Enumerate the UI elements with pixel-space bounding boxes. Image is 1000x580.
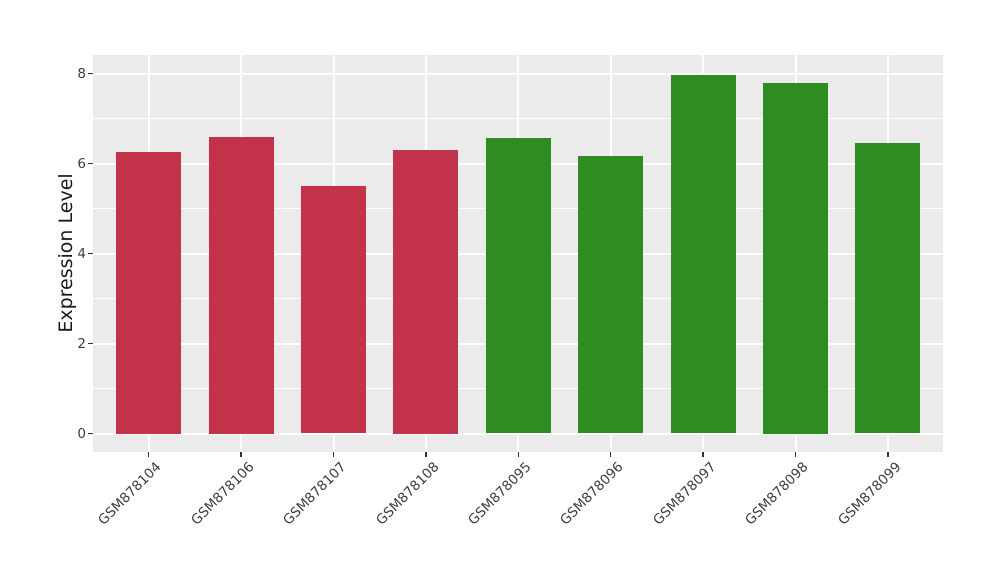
y-tick-mark xyxy=(87,432,93,435)
x-tick-label: GSM878097 xyxy=(649,459,720,529)
x-tick-label: GSM878096 xyxy=(557,459,628,529)
gridline-y-minor xyxy=(93,118,943,119)
x-tick-mark xyxy=(609,452,612,457)
bar-GSM878107 xyxy=(301,185,366,434)
bar-GSM878095 xyxy=(485,137,551,434)
x-tick-label: GSM878107 xyxy=(280,459,350,529)
y-tick-label: 0 xyxy=(77,425,86,442)
gridline-y-major xyxy=(93,72,943,75)
x-tick-mark xyxy=(887,452,889,457)
x-tick-mark xyxy=(332,452,335,457)
bar-GSM878104 xyxy=(116,152,182,434)
plot-panel xyxy=(93,55,943,452)
bar-GSM878099 xyxy=(855,142,921,434)
y-tick-mark xyxy=(87,162,93,165)
x-tick-mark xyxy=(702,452,704,457)
bar-GSM878098 xyxy=(763,82,828,434)
x-tick-mark xyxy=(147,452,150,457)
x-tick-label: GSM878095 xyxy=(465,459,535,529)
x-tick-label: GSM878106 xyxy=(187,459,258,529)
x-tick-mark xyxy=(517,452,520,457)
y-tick-label: 2 xyxy=(77,335,86,352)
x-tick-mark xyxy=(794,452,797,457)
y-tick-mark xyxy=(87,342,93,345)
x-tick-mark xyxy=(425,452,427,457)
bar-GSM878106 xyxy=(208,136,274,434)
y-tick-label: 6 xyxy=(77,155,86,172)
x-tick-label: GSM878098 xyxy=(742,459,812,529)
y-tick-label: 4 xyxy=(77,245,86,262)
y-tick-mark xyxy=(87,252,93,255)
bar-GSM878097 xyxy=(670,74,736,434)
y-tick-mark xyxy=(87,72,93,75)
x-tick-label: GSM878099 xyxy=(834,459,905,529)
gridline-y-major xyxy=(93,432,943,435)
y-tick-label: 8 xyxy=(77,65,86,82)
bar-GSM878108 xyxy=(393,150,459,434)
x-tick-mark xyxy=(240,452,242,457)
bar-GSM878096 xyxy=(578,155,644,434)
x-tick-label: GSM878104 xyxy=(95,459,166,529)
x-tick-label: GSM878108 xyxy=(372,459,443,529)
